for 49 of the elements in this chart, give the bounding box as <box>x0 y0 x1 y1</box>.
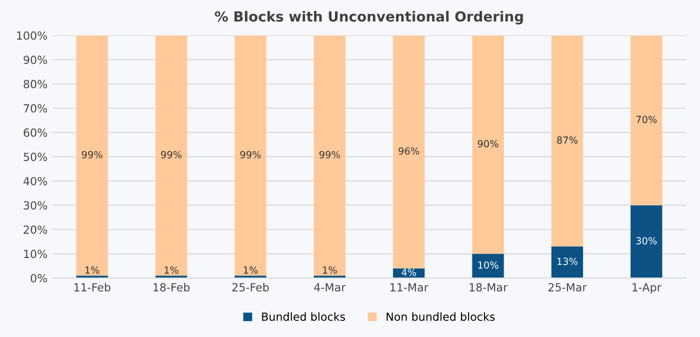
data-label: 99% <box>240 150 261 158</box>
bar <box>314 35 346 276</box>
bar <box>630 35 662 206</box>
data-label: 87% <box>557 136 578 144</box>
x-tick-label: 18-Feb <box>154 282 190 292</box>
bar <box>551 35 584 246</box>
bar <box>76 35 108 276</box>
data-label: 70% <box>636 116 657 124</box>
x-tick-label: 1-Apr <box>632 283 662 294</box>
data-label: 4% <box>402 268 416 276</box>
data-label: 99% <box>82 150 102 158</box>
bar <box>630 205 662 278</box>
y-tick-label: 70% <box>24 104 48 113</box>
data-label: 96% <box>398 147 420 155</box>
bar <box>234 35 266 276</box>
y-tick-label: 60% <box>24 128 48 137</box>
y-tick-label: 100% <box>17 31 48 40</box>
chart-title: % Blocks with Unconventional Ordering <box>214 10 523 24</box>
data-label: 99% <box>319 150 340 158</box>
y-tick-label: 0% <box>30 274 48 282</box>
x-tick-label: 11-Mar <box>390 283 428 292</box>
data-label: 10% <box>478 261 498 269</box>
bar <box>472 35 504 254</box>
data-label: 1% <box>164 266 178 274</box>
data-label: 99% <box>161 150 182 158</box>
x-tick-label: 11-Feb <box>74 282 110 292</box>
bar <box>155 35 188 276</box>
data-label: 30% <box>636 237 657 244</box>
legend-label: Bundled blocks <box>262 312 346 321</box>
y-tick-label: 20% <box>24 225 48 234</box>
x-tick-label: 4-Mar <box>314 283 346 292</box>
y-tick-label: 80% <box>24 80 48 88</box>
y-tick-label: 50% <box>24 152 48 162</box>
bar <box>393 35 425 268</box>
y-tick-label: 10% <box>24 250 48 258</box>
bar <box>551 246 584 278</box>
y-tick-label: 90% <box>24 56 48 64</box>
data-label: 1% <box>323 266 337 274</box>
data-label: 90% <box>478 140 498 148</box>
legend-label: Non bundled blocks <box>386 312 495 321</box>
y-tick-label: 40% <box>23 176 48 186</box>
x-tick-label: 25-Mar <box>548 283 587 292</box>
y-tick-label: 30% <box>24 201 48 210</box>
x-tick-label: 25-Feb <box>232 282 269 292</box>
data-label: 1% <box>85 266 100 274</box>
bar <box>472 254 504 278</box>
x-tick-label: 18-Mar <box>470 283 508 292</box>
data-label: 13% <box>557 258 578 266</box>
data-label: 1% <box>244 266 258 274</box>
